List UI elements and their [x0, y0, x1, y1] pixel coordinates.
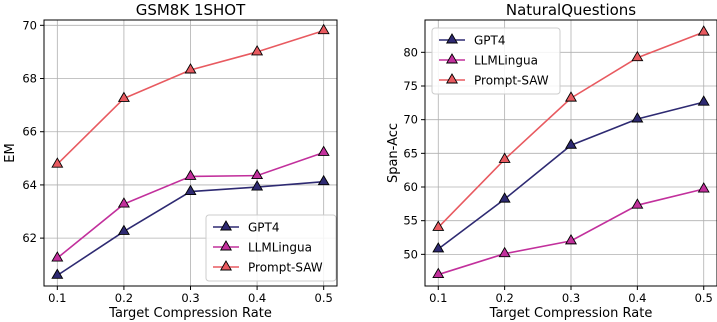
- y-tick-label: 66: [22, 125, 37, 139]
- series-prompt-saw: [51, 23, 330, 168]
- x-axis-label: Target Compression Rate: [489, 306, 653, 321]
- series-llmlingua: [51, 145, 330, 262]
- legend-item: Prompt-SAW: [439, 73, 549, 88]
- data-point: [498, 192, 511, 203]
- data-point: [697, 25, 710, 36]
- legend-box: [205, 214, 337, 282]
- legend-label: Prompt-SAW: [474, 74, 549, 88]
- data-point: [51, 157, 64, 168]
- legend-swatch-marker: [219, 240, 233, 251]
- legend-swatch-marker: [445, 73, 459, 84]
- legend-swatch-marker: [445, 53, 459, 64]
- x-tick-label: 0.3: [562, 291, 580, 305]
- x-axis-label: Target Compression Rate: [108, 306, 272, 321]
- legend-swatch-marker: [219, 220, 233, 231]
- y-tick-label: 70: [403, 113, 418, 127]
- y-tick-label: 75: [403, 79, 418, 93]
- legend-label: LLMLingua: [248, 241, 312, 255]
- legend-item: Prompt-SAW: [213, 260, 323, 275]
- series-gpt4: [432, 95, 710, 253]
- data-point: [117, 224, 130, 235]
- data-point: [631, 50, 644, 62]
- data-point: [117, 91, 130, 102]
- x-tick-label: 0.3: [181, 291, 199, 305]
- x-tick-label: 0.1: [429, 291, 447, 305]
- data-point: [432, 242, 445, 253]
- y-tick-label: 60: [403, 180, 418, 194]
- data-point: [317, 174, 330, 186]
- legend-item: GPT4: [439, 33, 506, 48]
- legend-item: GPT4: [213, 220, 280, 235]
- x-tick-label: 0.4: [628, 291, 646, 305]
- data-point: [697, 182, 710, 193]
- y-tick-label: 64: [22, 178, 37, 192]
- data-point: [697, 95, 710, 106]
- data-point: [564, 138, 578, 149]
- data-point: [631, 198, 644, 209]
- data-point: [631, 112, 644, 123]
- legend-label: Prompt-SAW: [248, 261, 323, 275]
- y-tick-label: 80: [403, 45, 418, 59]
- data-point: [498, 152, 511, 163]
- data-point: [51, 251, 64, 262]
- data-point: [251, 168, 264, 180]
- x-tick-label: 0.5: [695, 291, 713, 305]
- y-tick-label: 62: [22, 231, 37, 245]
- data-point: [117, 197, 130, 208]
- data-point: [51, 268, 64, 279]
- y-tick-label: 70: [22, 18, 37, 32]
- legend-item: LLMLingua: [439, 53, 538, 68]
- series-gpt4: [51, 174, 330, 279]
- series-llmlingua: [432, 182, 710, 279]
- legend-box: [431, 27, 561, 95]
- series-prompt-saw: [432, 25, 710, 231]
- legend-label: LLMLingua: [474, 54, 538, 68]
- y-tick-label: 68: [22, 72, 37, 86]
- x-tick-label: 0.2: [115, 291, 133, 305]
- data-point: [564, 233, 578, 245]
- legend: GPT4 LLMLingua Prompt-SAW: [205, 214, 337, 282]
- chart-title: GSM8K 1SHOT: [136, 1, 246, 19]
- data-point: [184, 169, 197, 180]
- legend-item: LLMLingua: [213, 240, 312, 255]
- y-axis-label: Span-Acc: [386, 123, 401, 183]
- y-axis-label: EM: [3, 143, 18, 162]
- data-point: [317, 23, 330, 35]
- x-tick-label: 0.4: [248, 291, 266, 305]
- data-point: [184, 63, 197, 74]
- chart-panel-2: 0.1 0.2 0.3 0.4 0.5 50 55 60 65 70 75 80 NaturalQues…: [386, 1, 717, 321]
- x-tick-label: 0.5: [315, 291, 333, 305]
- data-point: [432, 267, 445, 279]
- y-tick-label: 50: [403, 247, 418, 261]
- legend-swatch-marker: [219, 260, 233, 271]
- chart-title: NaturalQuestions: [506, 1, 636, 19]
- y-tick-label: 65: [403, 146, 418, 160]
- y-tick-label: 55: [403, 214, 418, 228]
- data-point: [564, 91, 578, 102]
- legend-swatch-marker: [445, 33, 459, 44]
- legend-label: GPT4: [474, 34, 506, 48]
- data-point: [317, 145, 330, 156]
- data-point: [432, 220, 445, 231]
- chart-panel-1: 0.1 0.2 0.3 0.4 0.5 62 64 66 68 70 GSM8K 1SHOT Targ…: [3, 1, 338, 321]
- data-point: [498, 246, 511, 258]
- x-tick-label: 0.2: [495, 291, 513, 305]
- data-point: [251, 45, 264, 56]
- data-point: [251, 180, 264, 191]
- data-point: [184, 184, 197, 196]
- legend: GPT4 LLMLingua Prompt-SAW: [431, 27, 561, 95]
- legend-label: GPT4: [248, 221, 280, 235]
- x-tick-label: 0.1: [48, 291, 66, 305]
